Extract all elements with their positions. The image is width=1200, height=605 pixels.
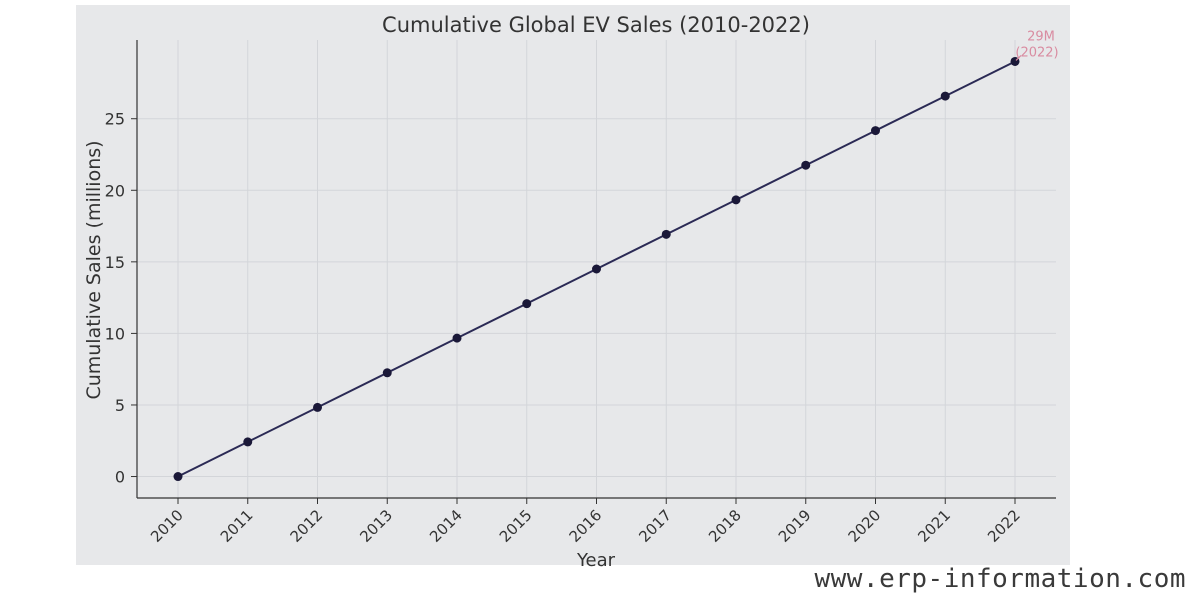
annotation: 29M(2022): [1015, 29, 1059, 61]
data-point: [801, 160, 811, 170]
y-tick-label: 5: [115, 396, 125, 415]
data-point: [382, 368, 392, 378]
chart-title: Cumulative Global EV Sales (2010-2022): [382, 13, 810, 37]
data-point: [243, 437, 253, 447]
y-ticks: 0 5 10 15 20 25: [105, 110, 137, 487]
data-point: [313, 402, 322, 412]
data-point: [592, 264, 601, 274]
data-point: [871, 126, 880, 136]
annotation-arrow: [1015, 55, 1022, 61]
y-tick-label: 0: [115, 468, 125, 487]
data-point: [731, 195, 741, 205]
data-point: [940, 91, 950, 101]
y-tick-label: 25: [105, 110, 125, 129]
data-point: [522, 299, 532, 309]
data-point: [661, 229, 671, 239]
grid-lines: [137, 40, 1056, 498]
chart-background: [76, 5, 1070, 565]
annotation-label-value: 29M: [1027, 29, 1055, 44]
y-axis-label: Cumulative Sales (millions): [83, 140, 105, 399]
y-tick-label: 15: [105, 253, 125, 272]
annotation-label-year: (2022): [1015, 45, 1058, 60]
data-point: [452, 333, 462, 343]
y-tick-label: 20: [105, 181, 125, 200]
y-tick-label: 10: [105, 324, 125, 343]
data-point: [173, 472, 183, 482]
watermark: www.erp-information.com: [814, 564, 1186, 594]
data-points: [173, 56, 1020, 482]
x-axis-label: Year: [576, 550, 616, 571]
